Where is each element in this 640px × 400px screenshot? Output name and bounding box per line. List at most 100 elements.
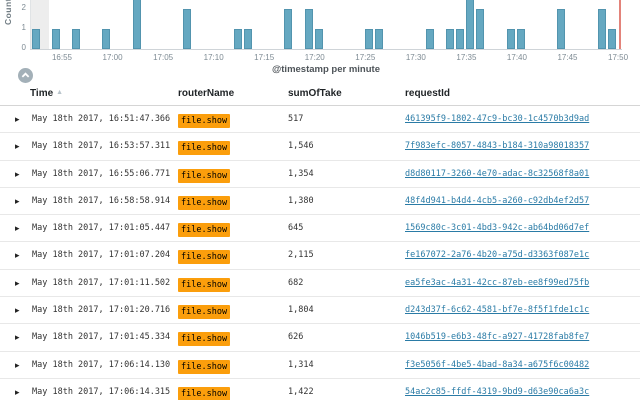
highlighted-term: file.show <box>178 332 231 347</box>
highlighted-term: file.show <box>178 250 231 265</box>
highlighted-term: file.show <box>178 168 231 183</box>
highlighted-term: file.show <box>178 386 231 400</box>
cell-sumoftake: 517 <box>288 114 304 124</box>
cell-routername: file.show <box>178 161 231 189</box>
row-expand-caret-icon[interactable]: ▸ <box>15 141 20 152</box>
cell-time: May 18th 2017, 17:01:07.204 <box>32 250 171 261</box>
histogram-bar[interactable] <box>102 29 111 49</box>
histogram-bar[interactable] <box>506 29 515 49</box>
cell-routername: file.show <box>178 352 231 380</box>
row-expand-caret-icon[interactable]: ▸ <box>15 305 20 316</box>
cell-time: May 18th 2017, 16:53:57.311 <box>32 141 171 152</box>
x-tick-label: 17:25 <box>355 53 376 62</box>
cell-sumoftake: 1,314 <box>288 359 314 370</box>
request-id-link[interactable]: 7f983efc-8057-4843-b184-310a98018357 <box>405 141 590 152</box>
cell-routername: file.show <box>178 242 231 270</box>
cell-sumoftake: 1,380 <box>288 195 314 206</box>
histogram-bar[interactable] <box>446 29 455 49</box>
request-id-link[interactable]: fe167072-2a76-4b20-a75d-d3363f087e1c <box>405 250 590 261</box>
collapse-chart-button[interactable] <box>18 68 33 83</box>
request-id-link[interactable]: ea5fe3ac-4a31-42cc-87eb-ee8f99ed75fb <box>405 277 590 288</box>
histogram-bar[interactable] <box>314 29 323 49</box>
request-id-link[interactable]: 54ac2c85-ffdf-4319-9bd9-d63e90ca6a3c <box>405 386 590 397</box>
highlighted-term: file.show <box>178 223 231 238</box>
cell-sumoftake: 1,354 <box>288 168 314 179</box>
histogram-bar[interactable] <box>456 29 465 49</box>
request-id-link[interactable]: d8d80117-3260-4e70-adac-8c32568f8a01 <box>405 168 590 179</box>
request-id-link[interactable]: d243d37f-6c62-4581-bf7e-8f5f1fde1c1c <box>405 305 590 316</box>
histogram-bar[interactable] <box>365 29 374 49</box>
row-expand-caret-icon[interactable]: ▸ <box>15 277 20 288</box>
histogram-bar[interactable] <box>51 29 60 49</box>
column-header-time-label: Time <box>30 88 54 99</box>
row-expand-caret-icon[interactable]: ▸ <box>15 250 20 261</box>
x-axis-title: @timestamp per minute <box>272 64 380 75</box>
table-row: ▸ May 18th 2017, 17:01:45.334 file.show 626… <box>0 324 640 352</box>
row-expand-caret-icon[interactable]: ▸ <box>15 114 20 124</box>
histogram-bar[interactable] <box>183 9 192 49</box>
x-tick-label: 17:00 <box>102 53 123 62</box>
row-expand-caret-icon[interactable]: ▸ <box>15 332 20 343</box>
x-tick-label: 16:55 <box>51 53 73 62</box>
x-tick-label: 17:20 <box>304 53 325 62</box>
histogram-bar[interactable] <box>425 29 434 49</box>
cell-routername: file.show <box>178 215 231 243</box>
highlighted-term: file.show <box>178 359 231 374</box>
highlighted-term: file.show <box>178 195 231 210</box>
table-header: Time ▲ routerName sumOfTake requestId <box>0 84 640 106</box>
column-header-requestid[interactable]: requestId <box>405 88 451 99</box>
x-tick-label: 17:50 <box>608 53 629 62</box>
histogram-bar[interactable] <box>304 9 313 49</box>
table-body: ▸ May 18th 2017, 16:51:47.366 file.show 517… <box>0 106 640 400</box>
cell-sumoftake: 1,422 <box>288 386 314 397</box>
cell-sumoftake: 645 <box>288 223 304 234</box>
row-expand-caret-icon[interactable]: ▸ <box>15 168 20 179</box>
histogram-bar[interactable] <box>375 29 384 49</box>
table-row: ▸ May 18th 2017, 17:01:07.204 file.show 2,1… <box>0 242 640 270</box>
request-id-link[interactable]: 1046b519-e6b3-48fc-a927-41728fab8fe7 <box>405 332 590 343</box>
histogram-bar[interactable] <box>476 9 485 49</box>
histogram-bar[interactable] <box>557 9 566 49</box>
highlighted-term: file.show <box>178 114 231 128</box>
row-expand-caret-icon[interactable]: ▸ <box>15 195 20 206</box>
histogram-bar[interactable] <box>597 9 606 49</box>
row-expand-caret-icon[interactable]: ▸ <box>15 223 20 234</box>
cell-time: May 18th 2017, 17:06:14.315 <box>32 386 171 397</box>
cell-sumoftake: 1,546 <box>288 141 314 152</box>
column-header-time[interactable]: Time ▲ <box>30 88 63 99</box>
histogram-bar[interactable] <box>516 29 525 49</box>
column-header-sumoftake[interactable]: sumOfTake <box>288 88 342 99</box>
histogram-bar[interactable] <box>72 29 80 49</box>
x-tick-label: 17:40 <box>506 53 527 62</box>
row-expand-caret-icon[interactable]: ▸ <box>15 386 20 397</box>
sort-ascending-icon[interactable]: ▲ <box>56 89 64 96</box>
column-header-routername[interactable]: routerName <box>178 88 235 99</box>
row-expand-caret-icon[interactable]: ▸ <box>15 359 20 370</box>
histogram-bar[interactable] <box>243 29 252 49</box>
x-tick-label: 17:35 <box>456 53 477 62</box>
x-tick-label: 17:05 <box>153 53 174 62</box>
histogram-bar[interactable] <box>31 29 40 49</box>
request-id-link[interactable]: 1569c80c-3c01-4bd3-942c-ab64bd06d7ef <box>405 223 590 234</box>
cell-routername: file.show <box>178 188 231 216</box>
histogram-bar[interactable] <box>284 9 293 49</box>
histogram-bar[interactable] <box>466 0 475 49</box>
cell-time: May 18th 2017, 16:58:58.914 <box>32 195 171 206</box>
x-axis-line <box>30 49 622 50</box>
histogram-bar[interactable] <box>607 29 616 49</box>
table-row: ▸ May 18th 2017, 16:58:58.914 file.show 1,3… <box>0 187 640 216</box>
cell-time: May 18th 2017, 16:51:47.366 <box>32 114 171 124</box>
cell-sumoftake: 1,804 <box>288 305 314 316</box>
request-id-link[interactable]: 48f4d941-b4d4-4cb5-a260-c92db4ef2d57 <box>405 195 590 206</box>
request-id-link[interactable]: 461395f9-1802-47c9-bc30-1c4570b3d9ad <box>405 114 590 124</box>
x-tick-label: 17:45 <box>557 53 578 62</box>
histogram-bar[interactable] <box>132 0 141 49</box>
histogram-bar[interactable] <box>233 29 242 49</box>
cell-time: May 18th 2017, 17:01:20.716 <box>32 305 171 316</box>
table-row: ▸ May 18th 2017, 16:55:06.771 file.show 1,3… <box>0 160 640 189</box>
request-id-link[interactable]: f3e5056f-4be5-4bad-8a34-a675f6c00482 <box>405 359 590 370</box>
cell-time: May 18th 2017, 17:06:14.130 <box>32 359 171 370</box>
cell-sumoftake: 626 <box>288 332 304 343</box>
table-row: ▸ May 18th 2017, 17:01:20.716 file.show 1,8… <box>0 297 640 325</box>
